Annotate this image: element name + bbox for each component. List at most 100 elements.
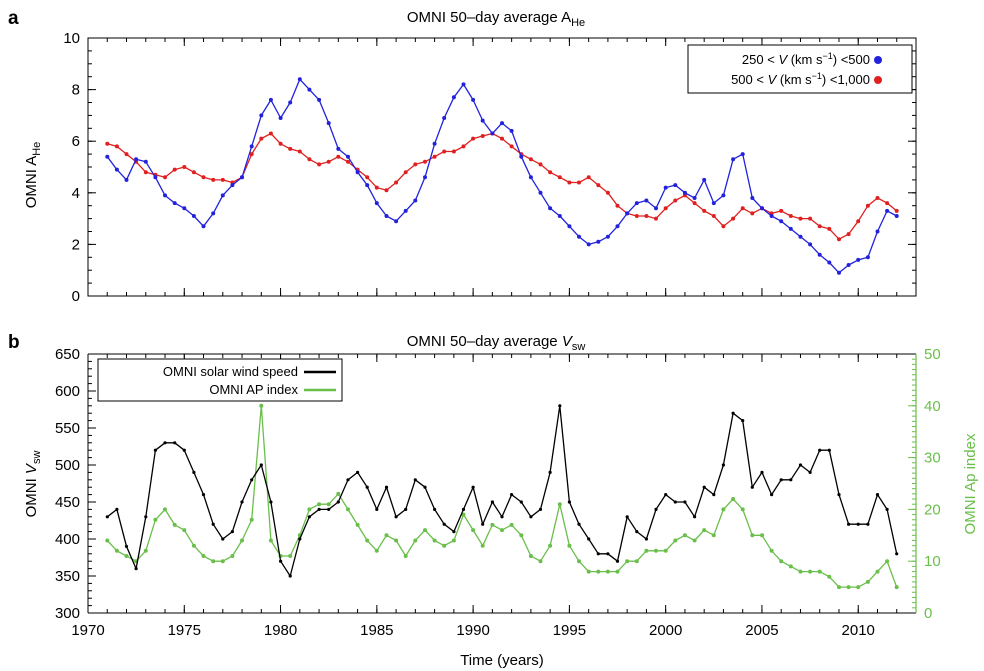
panel-b-series-ap-point xyxy=(557,502,562,507)
panel-a-ylabel: OMNI AHe xyxy=(23,142,43,209)
panel-b-series-ap-point xyxy=(731,497,736,501)
panel-b-series-vsw-point xyxy=(693,515,697,519)
panel-a-series-slow-point xyxy=(326,121,331,126)
panel-a-series-fast-point xyxy=(654,216,658,221)
panel-a-letter: a xyxy=(8,8,19,29)
panel-b-ytick-label: 450 xyxy=(55,494,80,511)
panel-a-series-fast-point xyxy=(509,144,514,149)
panel-a-series-slow-point xyxy=(191,214,196,218)
panel-a-series-fast-line xyxy=(107,132,898,240)
panel-a-series-fast-point xyxy=(721,224,726,229)
panel-b-xtick-label: 2005 xyxy=(745,622,778,639)
panel-a-series-slow-point xyxy=(808,242,813,247)
panel-b-series-vsw-point xyxy=(413,478,417,482)
panel-a-series-slow-point xyxy=(538,190,543,195)
panel-a-series-fast-point xyxy=(500,136,504,141)
panel-b-series-vsw-point xyxy=(288,574,292,578)
panel-b-series-vsw-point xyxy=(635,530,639,534)
panel-b-series-ap-point xyxy=(413,538,418,543)
panel-b-series-ap-point xyxy=(634,559,639,564)
panel-b-series-vsw-point xyxy=(875,493,880,497)
panel-a-title: OMNI 50–day average AHe xyxy=(407,9,585,29)
panel-a-series-fast-point xyxy=(731,216,736,221)
panel-b-series-ap-point xyxy=(471,528,476,533)
panel-b-series-ap-point xyxy=(114,548,119,553)
panel-b-series-ap-point xyxy=(220,559,225,564)
panel-b-series-ap-point xyxy=(172,522,177,527)
panel-b-series-vsw-point xyxy=(847,522,851,526)
panel-a-series-slow-point xyxy=(519,154,524,159)
panel-b-series-vsw-point xyxy=(307,515,311,519)
panel-a-series-slow-point xyxy=(153,175,158,180)
panel-b-series-vsw-point xyxy=(837,493,841,497)
panel-b-y2tick-label: 10 xyxy=(924,553,941,570)
panel-b-series-vsw-point xyxy=(712,493,716,497)
panel-b-xtick-label: 1990 xyxy=(456,622,489,639)
panel-a-series-fast-point xyxy=(374,185,379,190)
panel-b-series-ap-point xyxy=(644,548,649,553)
panel-a-series-slow-point xyxy=(779,219,784,224)
panel-b-series-vsw-point xyxy=(760,470,764,474)
panel-a-series-fast-point xyxy=(114,144,119,149)
panel-b-ytick-label: 350 xyxy=(55,568,80,585)
panel-a-ytick-label: 8 xyxy=(72,82,80,99)
panel-a-series-fast-point xyxy=(586,175,591,180)
panel-a-series-fast-point xyxy=(865,203,870,208)
panel-b-plot-area xyxy=(105,403,899,590)
panel-b-series-vsw-point xyxy=(741,419,745,423)
panel-b-series-ap-point xyxy=(230,554,235,558)
panel-a-legend-label-1: 250 < V (km s−1) <500 xyxy=(742,51,870,67)
panel-b-y2tick-label: 50 xyxy=(924,346,941,363)
panel-b-series-ap-point xyxy=(423,528,427,533)
panel-b-series-ap-point xyxy=(663,548,668,553)
panel-b-series-vsw-point xyxy=(895,552,899,556)
panel-a-series-slow-point xyxy=(240,175,244,180)
panel-b-xlabel: Time (years) xyxy=(460,652,544,669)
panel-a-series-fast-point xyxy=(403,170,408,175)
panel-b-series-ap-point xyxy=(846,585,851,590)
panel-a-series-fast-point xyxy=(471,136,476,141)
panel-b-series-vsw-point xyxy=(587,537,591,541)
panel-b-series-ap-point xyxy=(105,538,110,543)
panel-a-series-slow-point xyxy=(500,121,504,126)
panel-b-series-vsw-point xyxy=(163,441,167,445)
panel-a-series-slow-point xyxy=(856,257,861,262)
panel-b-xtick-label: 1985 xyxy=(360,622,393,639)
panel-b-series-vsw-point xyxy=(596,552,600,556)
panel-b-series-ap-point xyxy=(519,533,524,538)
panel-a-series-slow-point xyxy=(105,154,110,159)
panel-b-ytick-label: 300 xyxy=(55,605,80,622)
panel-a-series-slow-point xyxy=(557,214,562,218)
panel-b-series-ap-point xyxy=(865,579,870,584)
panel-a-series-slow-point xyxy=(172,201,177,206)
panel-a-series-fast-point xyxy=(615,203,620,208)
panel-b-series-vsw-point xyxy=(500,515,504,519)
panel-a-series-slow-point xyxy=(490,131,495,136)
panel-a-series-slow-point xyxy=(634,201,639,206)
panel-b-series-ap-point xyxy=(191,543,196,548)
panel-b-axes: 300 350 400 450 500 550 600 650 0 10 20 30 40 50 1970 1… xyxy=(55,346,941,639)
panel-b-series-vsw-point xyxy=(221,537,225,541)
panel-b-series-vsw-point xyxy=(673,500,677,504)
panel-a-series-slow-point xyxy=(644,198,649,203)
panel-a-series-slow-point xyxy=(268,97,273,102)
panel-a-series-slow-point xyxy=(163,193,167,198)
panel-b-series-ap-point xyxy=(682,533,687,538)
panel-a-series-slow-point xyxy=(480,118,485,123)
panel-a-series-fast-point xyxy=(317,162,322,167)
panel-a-series-slow-point xyxy=(769,214,774,218)
panel-a-series-slow-point xyxy=(740,152,745,157)
panel-a-series-slow-point xyxy=(625,211,630,216)
panel-a-series-slow-point xyxy=(230,183,235,188)
panel-b-series-ap-point xyxy=(249,517,254,522)
panel-a-series-fast-point xyxy=(885,201,890,206)
panel-a-series-slow-point xyxy=(654,206,658,211)
panel-a-series-fast-point xyxy=(557,175,562,180)
panel-a-series-slow-point xyxy=(875,229,880,234)
panel-a-series-fast-point xyxy=(644,214,649,218)
panel-b-series-ap-point xyxy=(740,507,745,512)
panel-a-series-slow-point xyxy=(471,97,476,102)
panel-b-series-ap-point xyxy=(586,569,591,574)
panel-b-series-vsw-point xyxy=(567,500,572,504)
